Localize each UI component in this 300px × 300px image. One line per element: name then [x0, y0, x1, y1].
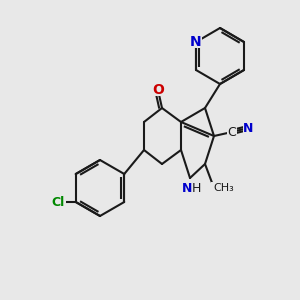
Text: N: N	[182, 182, 192, 194]
Text: H: H	[191, 182, 201, 194]
Bar	[190, 36, 202, 48]
Text: C: C	[228, 125, 236, 139]
Text: O: O	[152, 83, 164, 97]
Bar	[50, 196, 66, 208]
Bar	[227, 127, 237, 137]
Bar	[152, 84, 164, 96]
Text: N: N	[190, 35, 202, 49]
Bar	[243, 123, 253, 133]
Bar	[181, 182, 203, 194]
Text: Cl: Cl	[51, 196, 64, 208]
Bar	[211, 182, 233, 194]
Text: N: N	[243, 122, 253, 134]
Text: CH₃: CH₃	[214, 183, 234, 193]
